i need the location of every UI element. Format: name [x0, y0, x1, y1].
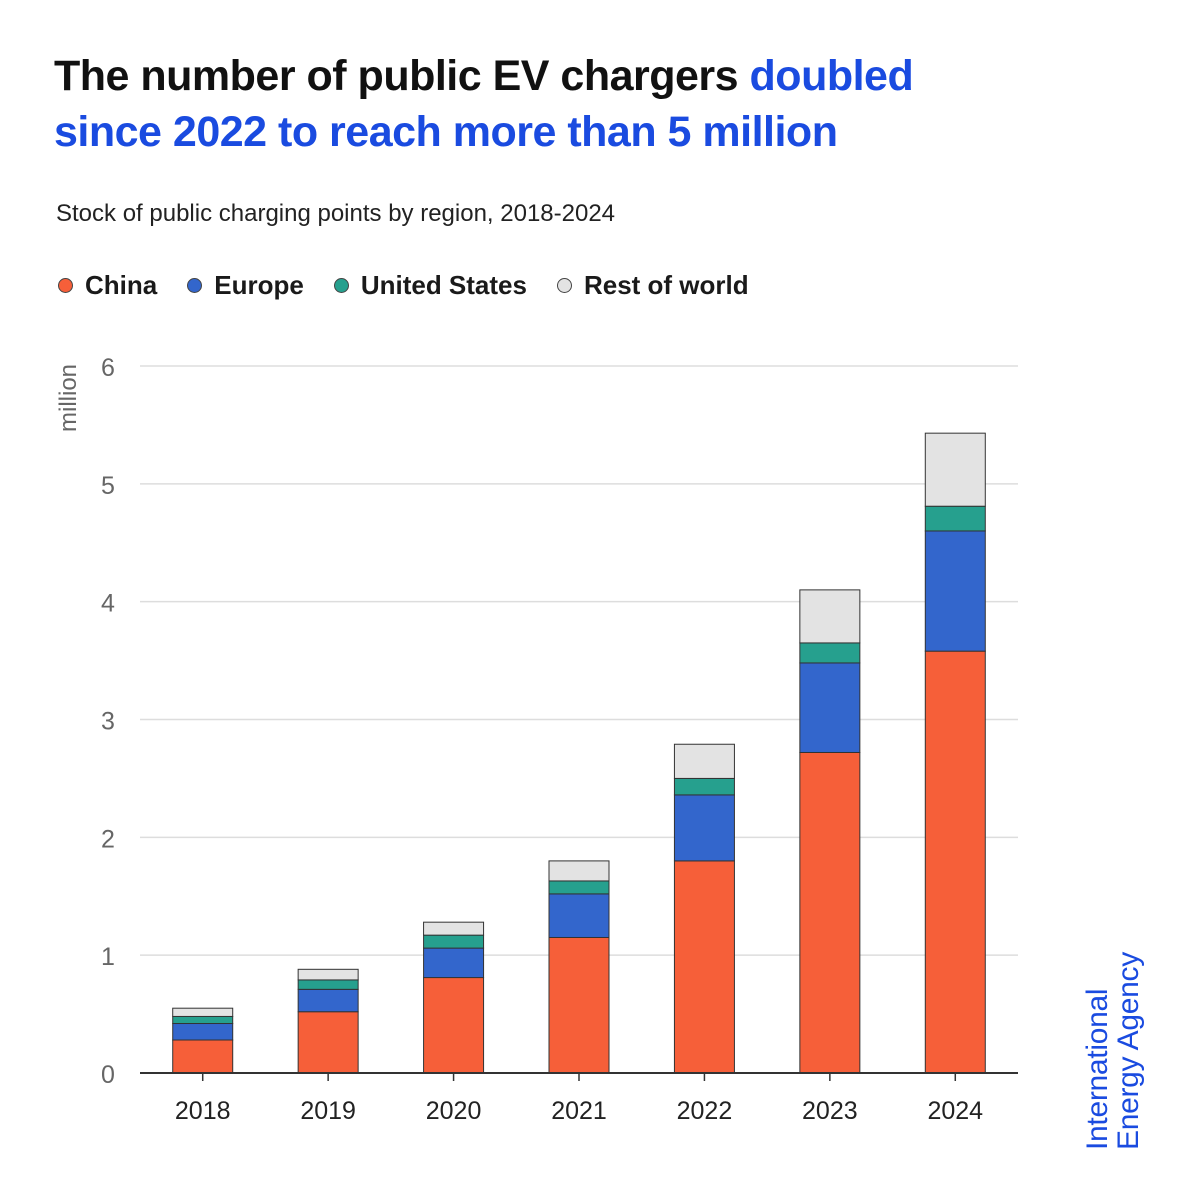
legend-item-europe: Europe [187, 270, 304, 301]
legend-label-united-states: United States [360, 270, 527, 300]
bar-europe-2022 [673, 794, 735, 862]
bar-rest-of-world-2021 [548, 860, 610, 882]
bar-europe-2020 [423, 947, 485, 979]
bar-rest-of-world-2018 [172, 1007, 234, 1017]
bar-china-2018 [172, 1039, 234, 1074]
iea-logo: International Energy Agency [1081, 952, 1145, 1150]
bar-china-2020 [423, 977, 485, 1074]
bar-europe-2023 [799, 662, 861, 753]
chart-subtitle: Stock of public charging points by regio… [56, 200, 616, 227]
y-tick-label: 0 [101, 1061, 115, 1089]
bar-china-2019 [297, 1011, 359, 1074]
legend-item-china: China [58, 270, 157, 301]
bar-china-2021 [548, 936, 610, 1074]
chart-legend: China Europe United States Rest of world [58, 270, 749, 301]
y-tick-label: 6 [101, 354, 115, 382]
bar-china-2024 [924, 650, 986, 1074]
x-tick-label-2024: 2024 [927, 1097, 983, 1125]
bar-europe-2021 [548, 893, 610, 938]
legend-label-europe: Europe [214, 270, 304, 300]
chart-headline: The number of public EV chargers doubled… [54, 48, 1154, 160]
legend-swatch-united-states [333, 278, 349, 293]
y-tick-label: 1 [101, 943, 115, 971]
y-tick-label: 2 [101, 825, 115, 853]
bar-china-2022 [673, 860, 735, 1074]
y-tick-label: 3 [101, 708, 115, 736]
x-tick-label-2021: 2021 [551, 1097, 607, 1125]
legend-swatch-rest-of-world [556, 278, 572, 293]
brand-line-2: Energy Agency [1112, 952, 1145, 1150]
bar-rest-of-world-2020 [423, 921, 485, 936]
bar-united-states-2018 [172, 1015, 234, 1025]
legend-swatch-europe [187, 278, 203, 293]
headline-text: The number of public EV chargers [54, 52, 750, 100]
legend-label-china: China [85, 270, 158, 300]
bar-rest-of-world-2023 [799, 589, 861, 644]
x-tick-label-2019: 2019 [300, 1097, 356, 1125]
bar-united-states-2022 [673, 777, 735, 796]
bar-europe-2019 [297, 988, 359, 1013]
headline-accent-line: since 2022 to reach more than 5 million [54, 108, 838, 156]
x-tick-label-2022: 2022 [677, 1097, 733, 1125]
brand-line-1: International [1081, 988, 1114, 1150]
bar-united-states-2021 [548, 880, 610, 895]
y-axis-label: million [55, 364, 82, 432]
legend-item-united-states: United States [333, 270, 527, 301]
bar-united-states-2024 [924, 505, 986, 532]
bar-europe-2018 [172, 1023, 234, 1041]
x-tick-label-2018: 2018 [175, 1097, 231, 1125]
legend-item-rest-of-world: Rest of world [556, 270, 749, 301]
legend-swatch-china [58, 278, 73, 293]
bar-rest-of-world-2019 [297, 968, 359, 981]
bar-united-states-2019 [297, 979, 359, 990]
bar-china-2023 [799, 751, 861, 1074]
x-tick-label-2023: 2023 [802, 1097, 858, 1125]
bar-rest-of-world-2022 [673, 743, 735, 779]
headline-accent-word: doubled [749, 52, 914, 100]
legend-label-rest-of-world: Rest of world [583, 270, 749, 300]
y-tick-label: 4 [101, 590, 115, 618]
y-tick-label: 5 [101, 472, 115, 500]
x-tick-label-2020: 2020 [426, 1097, 482, 1125]
bar-europe-2024 [924, 530, 986, 652]
bar-united-states-2020 [423, 934, 485, 949]
bar-rest-of-world-2024 [924, 432, 986, 507]
bar-united-states-2023 [799, 642, 861, 664]
